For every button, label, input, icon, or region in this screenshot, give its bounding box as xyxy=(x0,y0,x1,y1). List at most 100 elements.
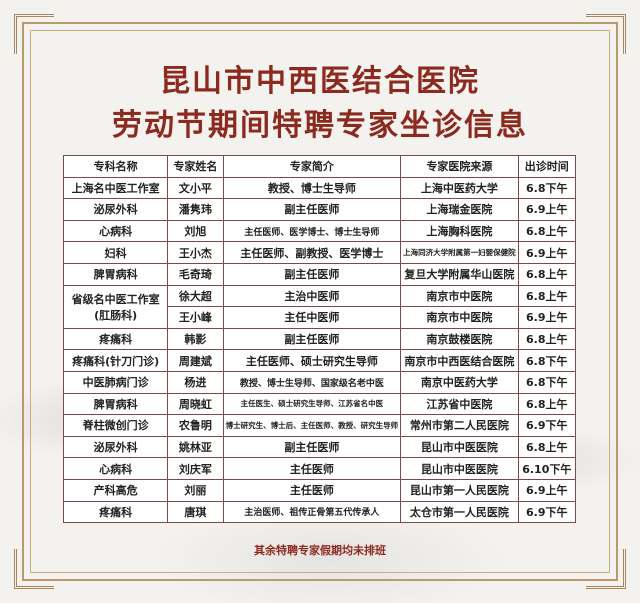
cell-dept: 妇科 xyxy=(62,241,169,264)
cell-time: 6.8下午 xyxy=(517,349,577,372)
cell-hospital: 昆山市中医医院 xyxy=(400,435,519,459)
cell-hospital: 江苏省中医院 xyxy=(400,392,519,416)
table-row: 脾胃病科 毛奇琦 副主任医师 复旦大学附属华山医院 6.8上午 xyxy=(62,262,577,286)
cell-name: 刘旭 xyxy=(167,219,224,243)
cell-name: 毛奇琦 xyxy=(167,262,224,286)
corner-ornament xyxy=(14,14,54,54)
cell-time: 6.9上午 xyxy=(517,241,577,264)
cell-dept: 疼痛科 xyxy=(62,500,169,524)
cell-hospital: 南京市中医院 xyxy=(400,306,519,329)
table-row: 心病科 刘庆军 主任医师 昆山市中医医院 6.10下午 xyxy=(62,457,577,480)
cell-name: 文小平 xyxy=(167,176,224,200)
table-row: 产科高危 刘丽 主任医师 昆山市第一人民医院 6.9上午 xyxy=(62,478,577,502)
decorative-inner-frame xyxy=(30,30,610,573)
cell-hospital: 上海中医药大学 xyxy=(400,176,519,200)
cell-dept: 产科高危 xyxy=(62,478,169,502)
cell-dept: 疼痛科 xyxy=(62,327,169,351)
cell-time: 6.8下午 xyxy=(517,176,577,200)
column-header: 出诊时间 xyxy=(517,155,577,178)
cell-name: 唐琪 xyxy=(167,500,224,524)
table-row: 妇科 王小杰 主任医师、副教授、医学博士 上海同济大学附属第一妇婴保健院 6.9上午 xyxy=(62,241,577,264)
cell-name: 刘丽 xyxy=(167,478,224,502)
cell-time: 6.8下午 xyxy=(517,370,577,394)
cell-hospital: 昆山市第一人民医院 xyxy=(400,478,519,502)
table-row: 泌尿外科 姚林亚 副主任医师 昆山市中医医院 6.8上午 xyxy=(62,435,577,459)
cell-hospital: 南京鼓楼医院 xyxy=(400,327,519,351)
table-row: 心病科 刘旭 主任医师、医学博士、博士生导师 上海胸科医院 6.8上午 xyxy=(62,219,577,243)
cell-intro: 主任医师、硕士研究生导师 xyxy=(222,349,402,372)
corner-ornament xyxy=(586,549,626,589)
cell-hospital: 南京市中医院 xyxy=(400,284,519,308)
cell-intro: 副主任医师 xyxy=(222,327,402,351)
cell-intro: 主任医师 xyxy=(222,478,402,502)
cell-intro: 教授、博士生导师、国家级名老中医 xyxy=(222,370,402,394)
table-row: 疼痛科 韩影 副主任医师 南京鼓楼医院 6.8上午 xyxy=(62,327,577,351)
cell-intro: 主任中医师 xyxy=(222,306,402,329)
cell-name: 农鲁明 xyxy=(167,414,224,437)
cell-hospital: 复旦大学附属华山医院 xyxy=(400,262,519,286)
cell-time: 6.8上午 xyxy=(517,435,577,459)
cell-name: 王小峰 xyxy=(167,306,224,329)
cell-time: 6.9下午 xyxy=(517,500,577,524)
cell-intro: 主治医师、祖传正骨第五代传承人 xyxy=(222,500,402,524)
column-header: 专家简介 xyxy=(222,155,402,178)
cell-dept: 脾胃病科 xyxy=(62,262,169,286)
cell-name: 刘庆军 xyxy=(167,457,224,480)
cell-intro: 副主任医师 xyxy=(222,262,402,286)
table-row: 泌尿外科 潘隽玮 副主任医师 上海瑞金医院 6.9上午 xyxy=(62,198,577,221)
cell-intro: 主任医师、医学博士、博士生导师 xyxy=(222,219,402,243)
table-row: 王小峰 主任中医师 南京市中医院 6.9上午 xyxy=(64,306,577,329)
cell-time: 6.10下午 xyxy=(517,457,577,480)
cell-hospital: 常州市第二人民医院 xyxy=(400,414,519,437)
cell-intro: 主治中医师 xyxy=(222,284,402,308)
cell-name: 杨进 xyxy=(167,370,224,394)
cell-intro: 博士研究生、博士后、主任医师、教授、研究生导师 xyxy=(222,414,402,437)
cell-hospital: 上海瑞金医院 xyxy=(400,198,519,221)
title-subject: 劳动节期间特聘专家坐诊信息 xyxy=(112,108,528,143)
cell-name: 徐大超 xyxy=(167,284,224,308)
cell-hospital: 太仓市第一人民医院 xyxy=(400,500,519,524)
cell-time: 6.9上午 xyxy=(517,198,577,221)
cell-name: 王小杰 xyxy=(167,241,224,264)
cell-dept: 心病科 xyxy=(62,219,169,243)
table-row: 脾胃病科 周晓虹 主任医生、硕士研究生导师、江苏省名中医 江苏省中医院 6.8上午 xyxy=(62,392,577,416)
corner-ornament xyxy=(14,549,54,589)
cell-dept: 泌尿外科 xyxy=(62,198,169,221)
column-header: 专家医院来源 xyxy=(400,155,519,178)
cell-dept: 泌尿外科 xyxy=(62,435,169,459)
cell-time: 6.8上午 xyxy=(517,392,577,416)
cell-dept: 中医肺病门诊 xyxy=(62,370,169,394)
cell-time: 6.9上午 xyxy=(517,478,577,502)
cell-dept: 省级名中医工作室 (肛肠科) xyxy=(62,284,169,329)
corner-ornament xyxy=(586,14,626,54)
decorative-frame xyxy=(22,22,618,581)
cell-time: 6.8上午 xyxy=(517,327,577,351)
cell-hospital: 上海同济大学附属第一妇婴保健院 xyxy=(400,241,519,264)
cell-intro: 副主任医师 xyxy=(222,435,402,459)
table-row: 省级名中医工作室 (肛肠科) 徐大超 主治中医师 南京市中医院 6.8上午 xyxy=(62,284,577,329)
cell-dept: 心病科 xyxy=(62,457,169,480)
cell-name: 周晓虹 xyxy=(167,392,224,416)
column-header: 专科名称 xyxy=(62,155,169,178)
table-row: 疼痛科 唐琪 主治医师、祖传正骨第五代传承人 太仓市第一人民医院 6.9下午 xyxy=(62,500,577,524)
expert-schedule-table: 专科名称 专家姓名 专家简介 专家医院来源 出诊时间 上海名中医工作室 文小平教授、博士生… xyxy=(62,155,577,524)
cell-name: 周建斌 xyxy=(167,349,224,372)
cell-intro: 主任医师、副教授、医学博士 xyxy=(222,241,402,264)
cell-hospital: 南京市中西医结合医院 xyxy=(400,349,519,372)
cell-intro: 主任医师 xyxy=(222,457,402,480)
column-header: 专家姓名 xyxy=(167,155,224,178)
cell-hospital: 南京中医药大学 xyxy=(400,370,519,394)
cell-hospital: 昆山市中医医院 xyxy=(400,457,519,480)
table-row: 疼痛科(针刀门诊) 周建斌 主任医师、硕士研究生导师 南京市中西医结合医院 6.8下午 xyxy=(62,349,577,372)
footer-note: 其余特聘专家假期均未排班 xyxy=(254,544,386,557)
cell-dept: 上海名中医工作室 xyxy=(62,176,169,200)
cell-hospital: 上海胸科医院 xyxy=(400,219,519,243)
cell-intro: 主任医生、硕士研究生导师、江苏省名中医 xyxy=(222,392,402,416)
cell-name: 韩影 xyxy=(167,327,224,351)
cell-dept: 脾胃病科 xyxy=(62,392,169,416)
cell-name: 潘隽玮 xyxy=(167,198,224,221)
cell-time: 6.8上午 xyxy=(517,262,577,286)
cell-intro: 副主任医师 xyxy=(222,198,402,221)
title-hospital: 昆山市中西医结合医院 xyxy=(160,64,480,99)
cell-dept: 疼痛科(针刀门诊) xyxy=(62,349,169,372)
